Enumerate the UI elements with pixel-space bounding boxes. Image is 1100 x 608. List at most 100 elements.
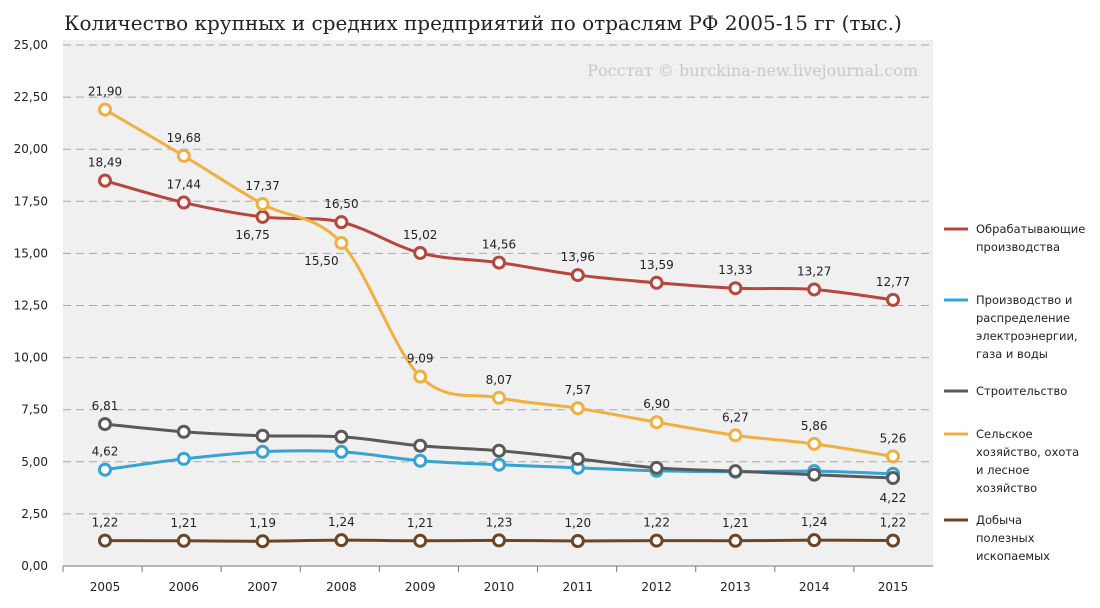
- legend-label: производства: [976, 240, 1060, 254]
- data-point: [255, 444, 270, 459]
- data-point: [728, 533, 743, 548]
- data-point: [492, 255, 506, 270]
- x-tick-label: 2011: [563, 580, 594, 594]
- data-label: 4,22: [880, 491, 907, 505]
- y-tick-label: 12,50: [14, 299, 48, 313]
- y-tick-label: 20,00: [14, 142, 48, 156]
- legend-label: ископаемых: [976, 549, 1050, 563]
- y-tick-label: 7,50: [21, 403, 48, 417]
- data-label: 6,27: [722, 410, 749, 424]
- data-point: [807, 282, 822, 297]
- data-label: 13,96: [561, 250, 595, 264]
- data-label: 1,20: [564, 516, 591, 530]
- data-point: [176, 424, 191, 439]
- data-label: 1,22: [643, 516, 670, 530]
- legend-label: Строительство: [976, 384, 1067, 398]
- data-label: 14,56: [482, 238, 516, 252]
- x-tick-label: 2006: [169, 580, 200, 594]
- data-label: 17,37: [245, 179, 279, 193]
- x-tick-label: 2009: [405, 580, 436, 594]
- data-point: [570, 268, 585, 283]
- data-point: [570, 451, 585, 466]
- legend-label: и лесное: [976, 463, 1030, 477]
- data-point: [728, 428, 743, 443]
- data-point: [413, 453, 428, 468]
- x-tick-label: 2010: [484, 580, 515, 594]
- x-tick-label: 2015: [878, 580, 909, 594]
- y-tick-label: 5,00: [21, 455, 48, 469]
- x-tick-label: 2012: [641, 580, 672, 594]
- data-point: [807, 533, 822, 548]
- x-tick-label: 2014: [799, 580, 830, 594]
- data-point: [886, 471, 900, 486]
- data-point: [255, 428, 270, 443]
- legend-label: хозяйство, охота: [976, 445, 1079, 459]
- data-point: [176, 195, 191, 210]
- data-point: [98, 462, 112, 477]
- data-label: 13,59: [639, 258, 673, 272]
- data-label: 12,77: [876, 275, 910, 289]
- data-label: 9,09: [407, 352, 434, 366]
- data-point: [176, 451, 191, 466]
- data-label: 1,24: [801, 515, 828, 529]
- data-point: [413, 369, 428, 384]
- y-tick-label: 15,00: [14, 246, 48, 260]
- data-label: 13,27: [797, 264, 831, 278]
- data-point: [807, 467, 822, 482]
- y-tick-label: 25,00: [14, 38, 48, 52]
- data-point: [255, 197, 270, 212]
- watermark: Росстат © burckina-new.livejournal.com: [587, 61, 918, 80]
- data-point: [334, 444, 349, 459]
- data-label: 15,02: [403, 228, 437, 242]
- data-label: 7,57: [564, 383, 591, 397]
- data-point: [886, 292, 900, 307]
- legend-label: Сельское: [976, 427, 1033, 441]
- data-label: 16,75: [235, 228, 269, 242]
- legend-label: распределение: [976, 311, 1070, 325]
- data-point: [334, 215, 349, 230]
- data-point: [413, 245, 428, 260]
- data-label: 21,90: [88, 85, 122, 99]
- data-point: [649, 415, 664, 430]
- data-label: 1,23: [486, 515, 513, 529]
- data-point: [886, 449, 900, 464]
- data-point: [492, 457, 506, 472]
- chart-title: Количество крупных и средних предприятий…: [64, 11, 902, 35]
- series-line: [104, 108, 894, 458]
- data-point: [255, 209, 270, 224]
- data-point: [649, 460, 664, 475]
- legend-label: электроэнергии,: [976, 329, 1078, 343]
- x-tick-label: 2013: [720, 580, 751, 594]
- data-label: 18,49: [88, 156, 122, 170]
- data-point: [334, 235, 349, 250]
- data-label: 19,68: [167, 131, 201, 145]
- data-point: [570, 401, 585, 416]
- x-tick-label: 2007: [247, 580, 278, 594]
- data-label: 16,50: [324, 197, 358, 211]
- legend-label: Производство и: [976, 293, 1072, 307]
- data-label: 5,86: [801, 419, 828, 433]
- data-label: 6,81: [92, 399, 119, 413]
- data-point: [570, 533, 585, 548]
- plot-area: [63, 40, 933, 566]
- legend-label: газа и воды: [976, 347, 1048, 361]
- data-point: [728, 281, 743, 296]
- data-label: 1,21: [170, 516, 197, 530]
- data-point: [98, 102, 112, 117]
- legend-label: полезных: [976, 531, 1035, 545]
- data-label: 1,22: [880, 516, 907, 530]
- data-point: [649, 533, 664, 548]
- data-point: [492, 533, 506, 548]
- data-label: 4,62: [92, 445, 119, 459]
- data-point: [413, 438, 428, 453]
- data-label: 5,26: [880, 431, 907, 445]
- data-point: [255, 534, 270, 549]
- data-point: [334, 429, 349, 444]
- legend-label: Обрабатывающие: [976, 222, 1085, 236]
- data-label: 1,24: [328, 515, 355, 529]
- data-point: [492, 443, 506, 458]
- legend-label: Добыча: [976, 513, 1022, 527]
- data-label: 6,90: [643, 397, 670, 411]
- data-point: [176, 533, 191, 548]
